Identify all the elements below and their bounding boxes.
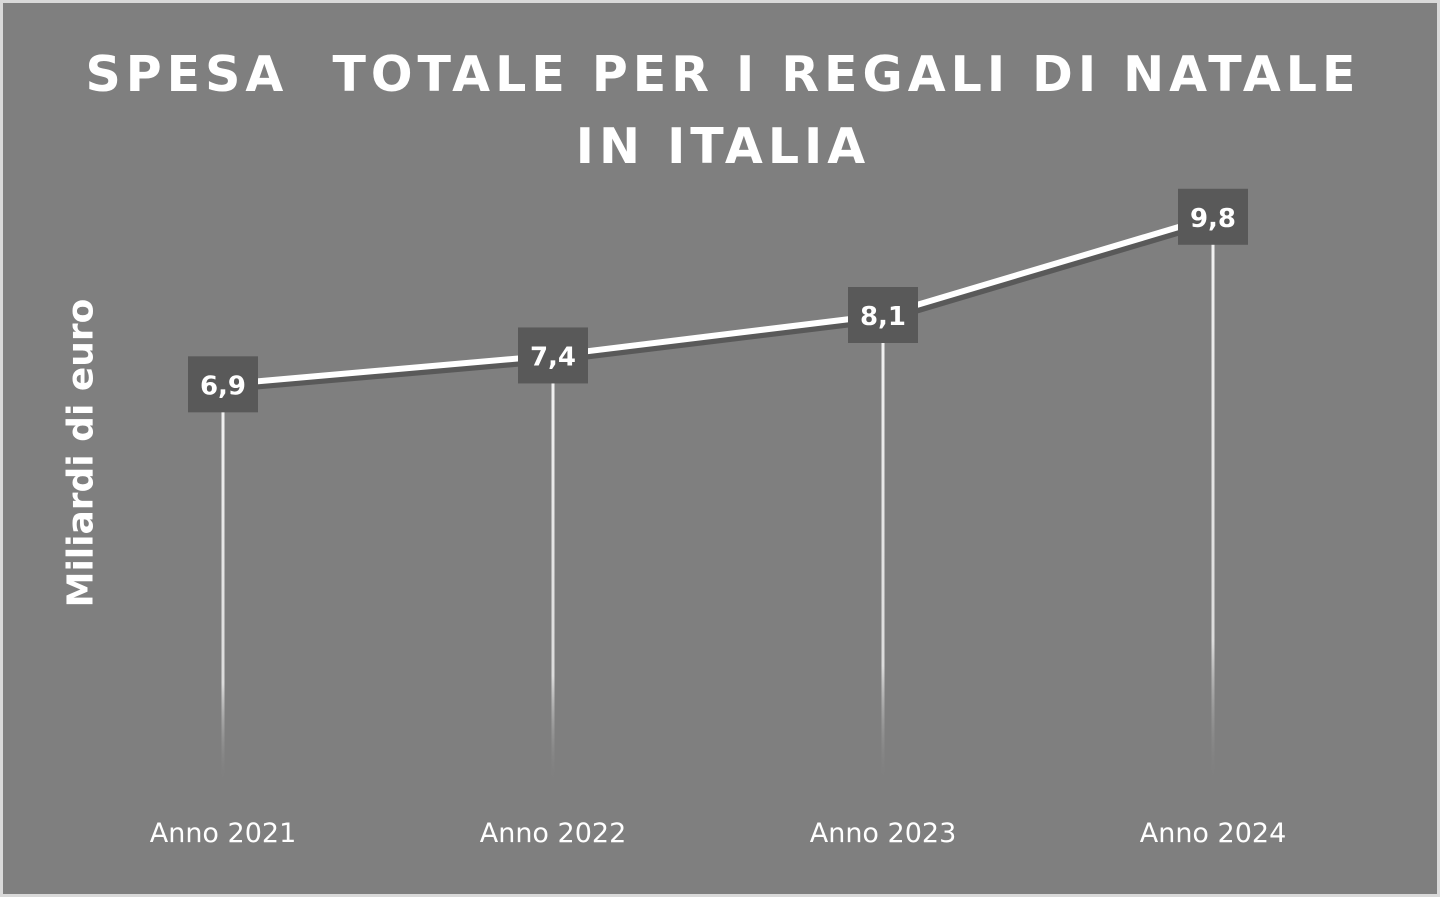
data-label: 7,4	[530, 342, 576, 372]
data-point: 7,4	[518, 327, 588, 384]
data-label: 8,1	[860, 302, 906, 332]
x-tick-label: Anno 2023	[810, 818, 957, 849]
series-line	[222, 213, 1214, 388]
drop-line	[551, 355, 555, 783]
data-point: 9,8	[1178, 188, 1248, 245]
data-label: 9,8	[1190, 204, 1236, 234]
drop-line	[881, 315, 885, 783]
data-label: 6,9	[200, 371, 246, 401]
data-point: 8,1	[848, 287, 918, 343]
plot-area: 6,9 7,4 8,1 9,8 Anno 2021 Anno 2022 Anno 2023…	[150, 188, 1287, 849]
x-tick-label: Anno 2022	[480, 818, 627, 849]
data-label-box	[848, 287, 918, 343]
data-label-box	[188, 356, 258, 413]
data-point: 6,9	[188, 356, 258, 413]
drop-line	[221, 384, 225, 783]
drop-line	[1211, 216, 1215, 783]
series-line-shadow	[224, 218, 1216, 393]
data-label-box	[1178, 188, 1248, 245]
data-label-box	[518, 327, 588, 384]
x-tick-label: Anno 2024	[1140, 818, 1287, 849]
x-tick-label: Anno 2021	[150, 818, 297, 849]
chart-title: SPESA TOTALE PER I REGALI DI NATALE IN I…	[85, 46, 1361, 175]
